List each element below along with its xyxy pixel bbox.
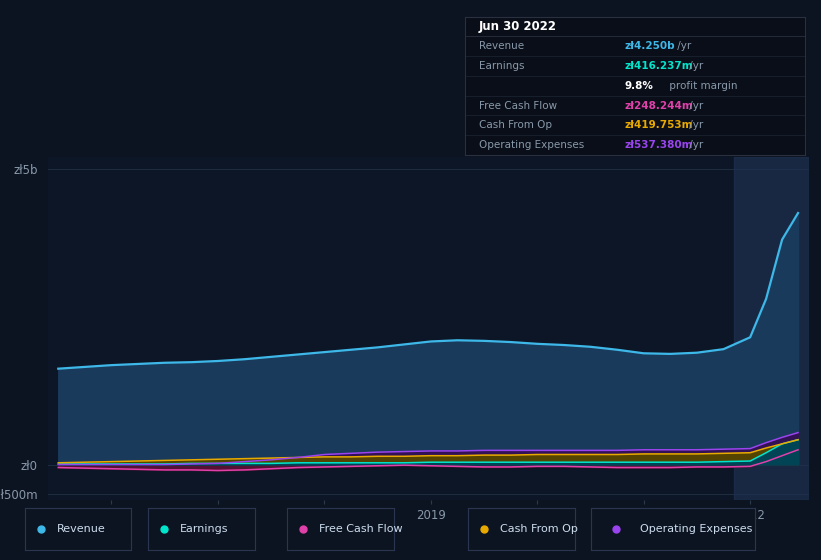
Bar [734,157,809,500]
Text: zł248.244m: zł248.244m [625,101,694,110]
Text: 9.8%: 9.8% [625,81,654,91]
Text: Earnings: Earnings [180,524,228,534]
Text: Free Cash Flow: Free Cash Flow [479,101,557,110]
Text: Operating Expenses: Operating Expenses [479,140,584,150]
Text: zł416.237m: zł416.237m [625,61,694,71]
Text: /yr: /yr [686,120,704,130]
Text: /yr: /yr [674,41,691,51]
Text: Revenue: Revenue [479,41,524,51]
Text: Revenue: Revenue [57,524,105,534]
Text: /yr: /yr [686,61,704,71]
Text: Operating Expenses: Operating Expenses [640,524,753,534]
Text: /yr: /yr [686,101,704,110]
Text: /yr: /yr [686,140,704,150]
Text: zł4.250b: zł4.250b [625,41,676,51]
Text: Free Cash Flow: Free Cash Flow [319,524,403,534]
Text: zł419.753m: zł419.753m [625,120,693,130]
Text: profit margin: profit margin [666,81,737,91]
Text: Jun 30 2022: Jun 30 2022 [479,20,557,33]
Text: Cash From Op: Cash From Op [479,120,552,130]
Text: Earnings: Earnings [479,61,524,71]
Text: zł537.380m: zł537.380m [625,140,693,150]
Text: Cash From Op: Cash From Op [500,524,578,534]
